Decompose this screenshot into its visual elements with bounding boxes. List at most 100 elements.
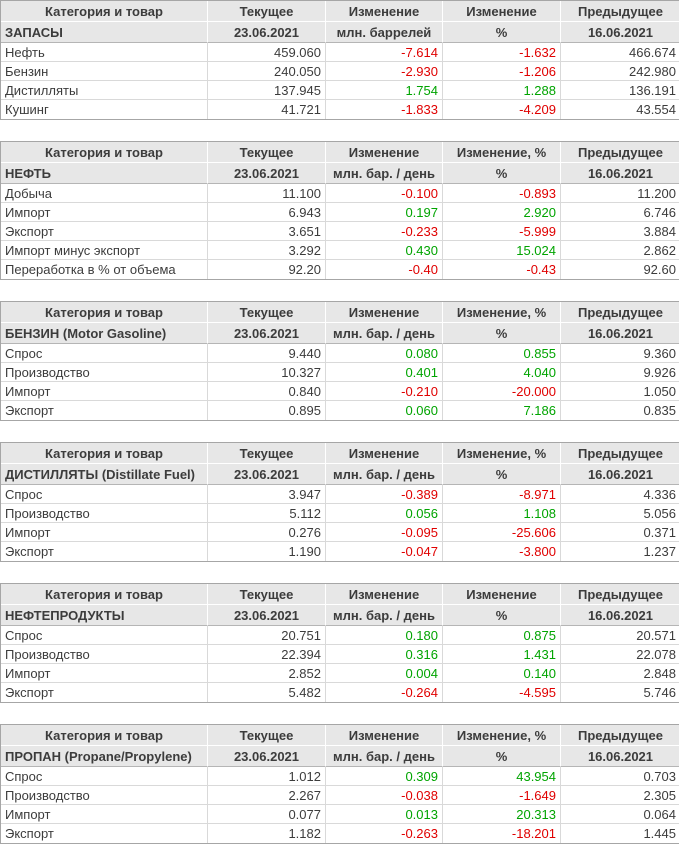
change-percent-cell: 2.920 xyxy=(443,203,561,222)
category-cell: Спрос xyxy=(1,344,208,363)
category-cell: Производство xyxy=(1,786,208,805)
table-row: Производство 5.112 0.056 1.108 5.056 xyxy=(1,504,679,523)
change-column-header: Изменение xyxy=(326,584,443,605)
current-column-header: Текущее xyxy=(208,142,326,163)
change-percent-cell: -5.999 xyxy=(443,222,561,241)
current-value-cell: 1.190 xyxy=(208,542,326,561)
change-units: млн. баррелей xyxy=(326,22,443,43)
previous-value-cell: 4.336 xyxy=(561,485,679,504)
category-cell: Импорт xyxy=(1,664,208,683)
section-header-row: ПРОПАН (Propane/Propylene) 23.06.2021 млн.… xyxy=(1,746,679,767)
previous-date: 16.06.2021 xyxy=(561,746,679,767)
previous-column-header: Предыдущее xyxy=(561,142,679,163)
change-value-cell: 1.754 xyxy=(326,81,443,100)
category-cell: Нефть xyxy=(1,43,208,62)
previous-value-cell: 9.360 xyxy=(561,344,679,363)
crude-oil-table: Категория и товар Текущее Изменение Изменен… xyxy=(0,141,679,280)
change-value-cell: -0.210 xyxy=(326,382,443,401)
change-value-cell: -0.047 xyxy=(326,542,443,561)
current-value-cell: 3.292 xyxy=(208,241,326,260)
propane-table: Категория и товар Текущее Изменение Изменен… xyxy=(0,724,679,844)
table-row: Спрос 20.751 0.180 0.875 20.571 xyxy=(1,626,679,645)
category-cell: Импорт xyxy=(1,203,208,222)
change-value-cell: 0.401 xyxy=(326,363,443,382)
change-percent-cell: -4.209 xyxy=(443,100,561,119)
section-title: НЕФТЕПРОДУКТЫ xyxy=(1,605,208,626)
change-percent-cell: 15.024 xyxy=(443,241,561,260)
table-row: Производство 10.327 0.401 4.040 9.926 xyxy=(1,363,679,382)
current-column-header: Текущее xyxy=(208,584,326,605)
current-value-cell: 11.100 xyxy=(208,184,326,203)
inventories-table: Категория и товар Текущее Изменение Изменен… xyxy=(0,0,679,120)
change-value-cell: -7.614 xyxy=(326,43,443,62)
current-value-cell: 5.112 xyxy=(208,504,326,523)
table-row: Экспорт 3.651 -0.233 -5.999 3.884 xyxy=(1,222,679,241)
previous-value-cell: 2.848 xyxy=(561,664,679,683)
category-cell: Дистилляты xyxy=(1,81,208,100)
current-value-cell: 10.327 xyxy=(208,363,326,382)
previous-value-cell: 1.237 xyxy=(561,542,679,561)
change-percent-cell: -1.649 xyxy=(443,786,561,805)
change-units: млн. бар. / день xyxy=(326,464,443,485)
current-value-cell: 0.840 xyxy=(208,382,326,401)
percent-sign: % xyxy=(443,163,561,184)
section-title: ДИСТИЛЛЯТЫ (Distillate Fuel) xyxy=(1,464,208,485)
change-value-cell: -0.40 xyxy=(326,260,443,279)
previous-value-cell: 1.050 xyxy=(561,382,679,401)
change-value-cell: 0.013 xyxy=(326,805,443,824)
change-percent-column-header: Изменение, % xyxy=(443,302,561,323)
category-cell: Спрос xyxy=(1,767,208,786)
previous-column-header: Предыдущее xyxy=(561,1,679,22)
change-value-cell: -1.833 xyxy=(326,100,443,119)
change-column-header: Изменение xyxy=(326,1,443,22)
column-header-row: Категория и товар Текущее Изменение Изменен… xyxy=(1,443,679,464)
table-row: Импорт 0.276 -0.095 -25.606 0.371 xyxy=(1,523,679,542)
change-percent-cell: -0.43 xyxy=(443,260,561,279)
previous-value-cell: 6.746 xyxy=(561,203,679,222)
table-row: Импорт 6.943 0.197 2.920 6.746 xyxy=(1,203,679,222)
category-cell: Экспорт xyxy=(1,824,208,843)
current-value-cell: 5.482 xyxy=(208,683,326,702)
current-column-header: Текущее xyxy=(208,725,326,746)
change-value-cell: -0.389 xyxy=(326,485,443,504)
section-title: ПРОПАН (Propane/Propylene) xyxy=(1,746,208,767)
section-header-row: БЕНЗИН (Motor Gasoline) 23.06.2021 млн. ба… xyxy=(1,323,679,344)
category-cell: Импорт xyxy=(1,523,208,542)
change-percent-cell: -4.595 xyxy=(443,683,561,702)
column-header-row: Категория и товар Текущее Изменение Изменен… xyxy=(1,142,679,163)
category-cell: Импорт минус экспорт xyxy=(1,241,208,260)
category-cell: Переработка в % от объема xyxy=(1,260,208,279)
section-title: ЗАПАСЫ xyxy=(1,22,208,43)
change-percent-column-header: Изменение xyxy=(443,584,561,605)
current-value-cell: 3.947 xyxy=(208,485,326,504)
change-percent-cell: -3.800 xyxy=(443,542,561,561)
change-value-cell: -0.263 xyxy=(326,824,443,843)
category-cell: Добыча xyxy=(1,184,208,203)
current-value-cell: 2.852 xyxy=(208,664,326,683)
change-units: млн. бар. / день xyxy=(326,323,443,344)
change-percent-cell: -8.971 xyxy=(443,485,561,504)
category-cell: Кушинг xyxy=(1,100,208,119)
category-cell: Экспорт xyxy=(1,542,208,561)
change-percent-cell: -1.632 xyxy=(443,43,561,62)
current-value-cell: 92.20 xyxy=(208,260,326,279)
previous-value-cell: 5.746 xyxy=(561,683,679,702)
previous-date: 16.06.2021 xyxy=(561,323,679,344)
change-percent-cell: 0.140 xyxy=(443,664,561,683)
category-cell: Спрос xyxy=(1,485,208,504)
current-column-header: Текущее xyxy=(208,443,326,464)
table-row: Спрос 9.440 0.080 0.855 9.360 xyxy=(1,344,679,363)
table-row: Производство 2.267 -0.038 -1.649 2.305 xyxy=(1,786,679,805)
current-date: 23.06.2021 xyxy=(208,464,326,485)
gasoline-table: Категория и товар Текущее Изменение Изменен… xyxy=(0,301,679,421)
current-date: 23.06.2021 xyxy=(208,163,326,184)
previous-value-cell: 2.862 xyxy=(561,241,679,260)
current-value-cell: 0.077 xyxy=(208,805,326,824)
previous-value-cell: 0.835 xyxy=(561,401,679,420)
table-row: Импорт 0.077 0.013 20.313 0.064 xyxy=(1,805,679,824)
category-cell: Производство xyxy=(1,504,208,523)
table-row: Бензин 240.050 -2.930 -1.206 242.980 xyxy=(1,62,679,81)
percent-sign: % xyxy=(443,746,561,767)
category-column-header: Категория и товар xyxy=(1,584,208,605)
change-percent-cell: 1.288 xyxy=(443,81,561,100)
